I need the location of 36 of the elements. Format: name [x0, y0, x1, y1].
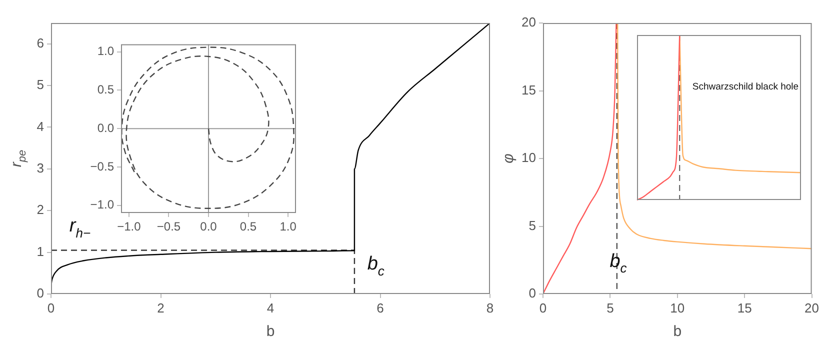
y-tick-label: 2 [36, 202, 44, 218]
x-tick-label: 0 [47, 300, 55, 316]
y-tick-label: 5 [36, 77, 44, 92]
x-tick-label: 10 [670, 300, 685, 316]
y-tick-label: 1 [36, 244, 44, 259]
x-tick-label: 1.0 [280, 220, 297, 234]
x-tick-label: −1.0 [117, 220, 142, 234]
y-tick-label: 0 [36, 286, 44, 301]
y-axis-title: rpe [8, 150, 28, 168]
y-tick-label: 0.5 [97, 82, 114, 97]
y-tick-label: 3 [36, 160, 44, 176]
x-axis-title: b [266, 323, 275, 340]
y-tick-label: 6 [36, 35, 44, 50]
y-tick-label: 15 [522, 82, 536, 98]
x-axis-title: b [673, 323, 682, 340]
y-axis-title: φ [500, 153, 517, 164]
y-tick-label: 1.0 [97, 44, 114, 58]
annotation: Schwarzschild black hole [692, 81, 799, 92]
x-tick-label: 2 [157, 300, 164, 316]
x-tick-label: 0.0 [200, 220, 218, 234]
x-tick-label: 15 [737, 300, 752, 316]
x-tick-label: 8 [486, 300, 494, 316]
y-tick-label: 4 [36, 118, 44, 134]
x-tick-label: 5 [606, 300, 614, 316]
x-tick-label: 0 [539, 300, 547, 316]
y-tick-label: 0 [528, 286, 536, 301]
y-tick-label: 0.0 [97, 120, 114, 135]
x-tick-label: 4 [266, 300, 274, 316]
y-tick-label: 20 [522, 14, 536, 30]
x-tick-label: 20 [804, 300, 820, 316]
x-tick-label: 6 [376, 300, 384, 316]
y-tick-label: 10 [522, 150, 536, 166]
y-tick-label: −1.0 [90, 198, 114, 212]
x-tick-label: 0.5 [240, 220, 257, 234]
y-tick-label: −0.5 [90, 159, 114, 174]
x-tick-label: −0.5 [156, 220, 181, 234]
